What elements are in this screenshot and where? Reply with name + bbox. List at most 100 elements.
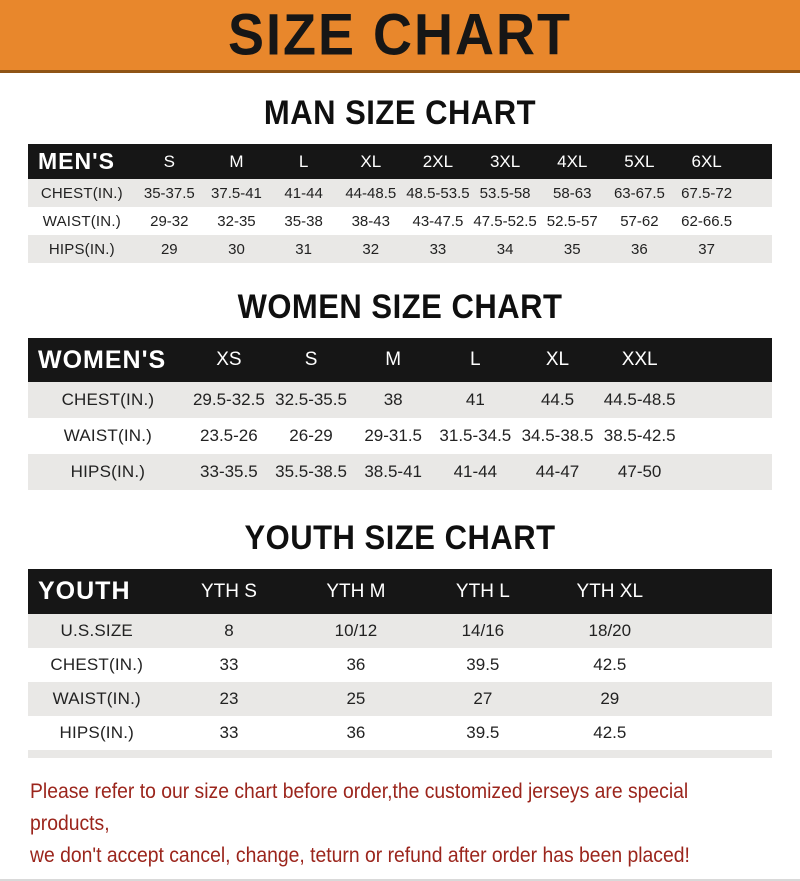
row-filler-cell	[673, 614, 772, 648]
size-value-cell: 38	[383, 390, 403, 409]
footnote: Please refer to our size chart before or…	[30, 775, 770, 871]
row-label: U.S.SIZE	[60, 621, 133, 640]
youth-section-title: YOUTH SIZE CHART	[244, 517, 556, 558]
men-section: MAN SIZE CHART MEN'S S M L XL 2XL 3XL 4XL 5XL 6XL…	[0, 92, 800, 263]
size-column-header: YTH XL	[546, 569, 674, 614]
women-section-title: WOMEN SIZE CHART	[237, 286, 563, 327]
row-filler-cell	[673, 682, 772, 716]
footnote-line-2: we don't accept cancel, change, teturn o…	[30, 843, 690, 867]
size-value-cell: 42.5	[593, 655, 627, 674]
row-label: HIPS(IN.)	[48, 240, 115, 258]
size-value-cell: 58-63	[553, 184, 592, 202]
row-filler-cell	[681, 382, 772, 418]
size-value-cell: 57-62	[620, 212, 659, 230]
size-value-cell: 38.5-41	[364, 462, 423, 481]
row-label: WAIST(IN.)	[52, 689, 141, 708]
size-column-header: 4XL	[538, 144, 606, 179]
size-value-cell: 47.5-52.5	[473, 212, 537, 230]
size-value-cell: 23.5-26	[200, 426, 258, 445]
table-header-row: WOMEN'S XS S M L XL XXL	[28, 338, 772, 382]
size-value-cell: 32	[362, 240, 380, 258]
size-value-cell: 29.5-32.5	[192, 390, 265, 409]
women-section: WOMEN SIZE CHART WOMEN'S XS S M L XL XXL CHEST(…	[0, 286, 800, 490]
women-size-table: WOMEN'S XS S M L XL XXL CHEST(IN.) 29.5-32.5 32.5…	[28, 338, 772, 490]
size-column-header: S	[135, 144, 203, 179]
size-value-cell: 29	[600, 689, 620, 708]
table-row: WAIST(IN.) 29-32 32-35 35-38 38-43 43-47.5 47.…	[28, 207, 772, 235]
size-value-cell: 32.5-35.5	[275, 390, 347, 409]
size-value-cell: 35-38	[284, 212, 323, 230]
men-section-title: MAN SIZE CHART	[263, 92, 537, 133]
size-value-cell: 36	[631, 240, 648, 258]
size-column-header: 2XL	[404, 144, 472, 179]
size-value-cell: 38-43	[351, 212, 390, 230]
size-value-cell: 44.5-48.5	[603, 390, 676, 409]
size-value-cell: 47-50	[617, 462, 662, 481]
table-header-row: MEN'S S M L XL 2XL 3XL 4XL 5XL 6XL	[28, 144, 772, 179]
size-value-cell: 43-47.5	[412, 212, 464, 230]
size-column-header: XXL	[598, 338, 681, 382]
size-value-cell: 25	[346, 689, 366, 708]
size-value-cell: 33	[219, 655, 239, 674]
size-value-cell: 35	[563, 240, 581, 258]
size-column-header: 5XL	[605, 144, 673, 179]
size-value-cell: 63-67.5	[613, 184, 665, 202]
size-column-header: S	[269, 338, 353, 382]
page-title: SIZE CHART	[228, 2, 572, 68]
size-value-cell: 53.5-58	[479, 184, 531, 202]
row-label: CHEST(IN.)	[40, 184, 123, 202]
row-label: HIPS(IN.)	[70, 462, 146, 481]
row-label: HIPS(IN.)	[59, 723, 134, 742]
table-row: HIPS(IN.) 33-35.5 35.5-38.5 38.5-41 41-44 44-…	[28, 454, 772, 490]
size-value-cell: 48.5-53.5	[406, 184, 470, 202]
size-column-header: YTH M	[292, 569, 420, 614]
size-value-cell: 8	[224, 621, 234, 640]
row-filler-cell	[681, 454, 772, 490]
size-column-header: XL	[516, 338, 599, 382]
size-value-cell: 31	[295, 240, 312, 258]
size-column-header: 6XL	[672, 144, 741, 179]
size-value-cell: 44.5	[540, 390, 575, 409]
size-column-header: M	[352, 338, 435, 382]
size-value-cell: 23	[219, 689, 239, 708]
row-filler-cell	[673, 716, 772, 754]
table-group-label: MEN'S	[28, 144, 136, 179]
size-value-cell: 29	[160, 240, 178, 258]
size-value-cell: 32-35	[217, 212, 256, 230]
table-row: WAIST(IN.) 23 25 27 29	[28, 682, 772, 716]
size-column-header: L	[434, 338, 517, 382]
size-value-cell: 33-35.5	[200, 462, 258, 481]
table-header-row: YOUTH YTH S YTH M YTH L YTH XL	[28, 569, 772, 614]
size-value-cell: 41-44	[284, 184, 323, 202]
size-column-header: XS	[187, 338, 270, 382]
size-value-cell: 38.5-42.5	[603, 426, 676, 445]
row-label: CHEST(IN.)	[50, 655, 144, 674]
row-filler-cell	[673, 648, 772, 682]
size-value-cell: 44-47	[535, 462, 580, 481]
size-column-header: YTH S	[165, 569, 293, 614]
size-value-cell: 14/16	[461, 621, 505, 640]
table-row: CHEST(IN.) 35-37.5 37.5-41 41-44 44-48.5 48.5…	[28, 179, 772, 207]
size-value-cell: 52.5-57	[546, 212, 598, 230]
row-label: WAIST(IN.)	[63, 426, 153, 445]
size-value-cell: 39.5	[466, 655, 500, 674]
table-row: WAIST(IN.) 23.5-26 26-29 29-31.5 31.5-34.5 34…	[28, 418, 772, 454]
row-filler-cell	[740, 207, 772, 235]
table-row: U.S.SIZE 8 10/12 14/16 18/20	[28, 614, 772, 648]
men-size-table: MEN'S S M L XL 2XL 3XL 4XL 5XL 6XL CHEST(IN.) 35-37…	[28, 144, 772, 263]
row-filler-cell	[740, 235, 772, 263]
size-value-cell: 34.5-38.5	[521, 426, 594, 445]
size-column-header: 3XL	[471, 144, 539, 179]
header-filler-cell	[673, 569, 772, 614]
youth-section: YOUTH SIZE CHART YOUTH YTH S YTH M YTH L YTH…	[0, 517, 800, 758]
size-column-header: XL	[337, 144, 405, 179]
size-value-cell: 35.5-38.5	[275, 462, 347, 481]
table-group-label: YOUTH	[28, 569, 166, 614]
size-value-cell: 44-48.5	[345, 184, 397, 202]
table-row: HIPS(IN.) 29 30 31 32 33 34 35 36 37	[28, 235, 772, 263]
size-value-cell: 35-37.5	[143, 184, 195, 202]
table-row: CHEST(IN.) 29.5-32.5 32.5-35.5 38 41 44.5 44.5…	[28, 382, 772, 418]
table-group-label: WOMEN'S	[28, 338, 188, 382]
banner: SIZE CHART	[0, 0, 800, 73]
